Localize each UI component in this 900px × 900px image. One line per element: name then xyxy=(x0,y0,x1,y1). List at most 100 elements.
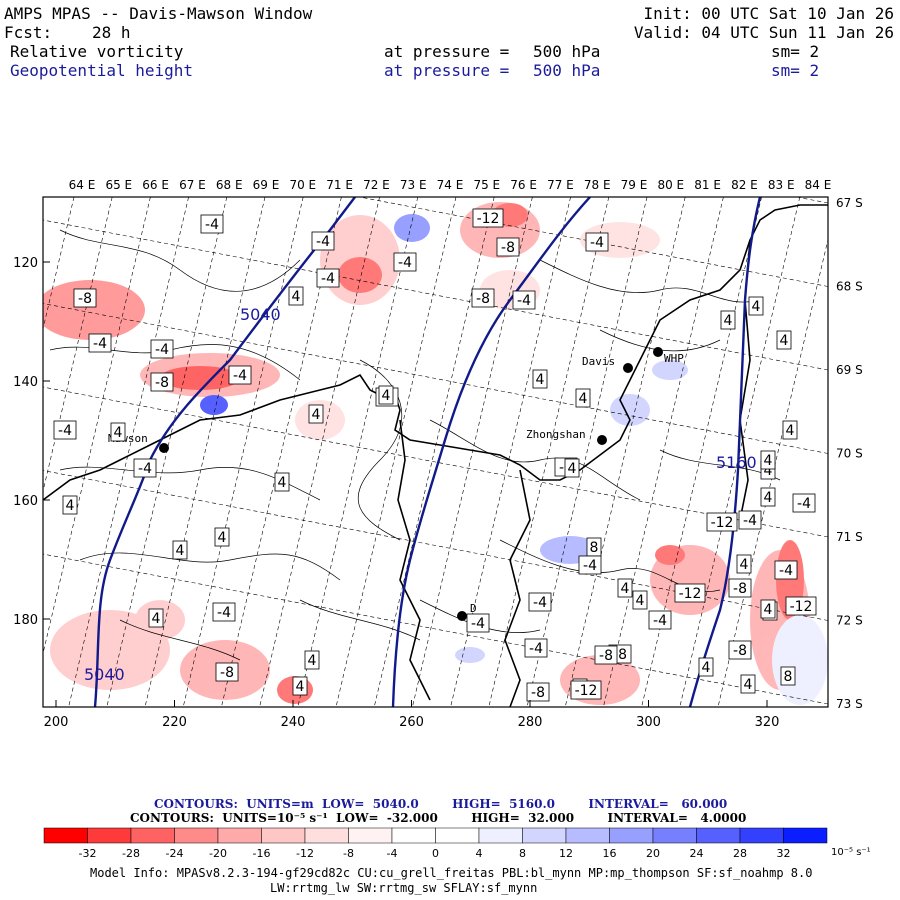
x-tick-label: 300 xyxy=(636,715,661,730)
latitude-labels: 67 S 68 S 69 S 70 S 71 S 72 S 73 S xyxy=(836,196,863,711)
svg-text:-12: -12 xyxy=(679,586,702,602)
colorbar-swatch xyxy=(217,827,262,844)
colorbar-tick: -20 xyxy=(209,847,227,860)
longitude-labels: 64 E 65 E 66 E 67 E 68 E 69 E 70 E 71 E 72 E 73 E… xyxy=(69,178,832,192)
vorticity-label: 4 xyxy=(62,495,78,515)
height-contour-info: CONTOURS: UNITS=m LOW= 5040.0 HIGH= 5160… xyxy=(154,797,728,811)
colorbar-swatch xyxy=(565,827,610,844)
svg-text:-4: -4 xyxy=(471,616,485,632)
vorticity-labels: -4-4-4-12-8-4-8-44-8-4-4-4-84-4-84-44-44… xyxy=(53,208,817,702)
height-label: 5040 xyxy=(84,665,125,684)
svg-text:-4: -4 xyxy=(205,217,219,233)
vorticity-label: 4 xyxy=(148,608,164,628)
svg-text:4: 4 xyxy=(292,289,301,305)
model-info: Model Info: MPASv8.2.3-194-gf29cd82c CU:… xyxy=(90,866,813,880)
svg-text:-4: -4 xyxy=(583,558,597,574)
svg-text:4: 4 xyxy=(764,490,773,506)
svg-text:4: 4 xyxy=(152,611,161,627)
vorticity-label: 4 xyxy=(776,330,792,350)
vorticity-label: 4 xyxy=(748,296,764,316)
valid-time: Valid: 04 UTC Sun 11 Jan 26 xyxy=(633,23,894,42)
svg-text:4: 4 xyxy=(218,530,227,546)
svg-text:8: 8 xyxy=(590,540,599,556)
colorbar-tick: 8 xyxy=(519,847,526,860)
svg-text:-8: -8 xyxy=(78,291,92,307)
colorbar-tick: 28 xyxy=(733,847,747,860)
svg-text:-4: -4 xyxy=(321,271,335,287)
vorticity-label: -4 xyxy=(133,458,157,478)
svg-text:4: 4 xyxy=(636,593,645,609)
colorbar-swatch xyxy=(783,827,828,844)
longitude-label: 71 E xyxy=(326,178,353,192)
height-label: 5040 xyxy=(240,305,281,324)
svg-text:4: 4 xyxy=(579,391,588,407)
colorbar-tick: 12 xyxy=(559,847,573,860)
svg-text:-8: -8 xyxy=(501,240,515,256)
field1-smoothing: sm= 2 xyxy=(771,42,820,61)
colorbar-tick: 0 xyxy=(432,847,439,860)
init-time: Init: 00 UTC Sat 10 Jan 26 xyxy=(643,4,894,23)
vorticity-label: -4 xyxy=(585,232,609,252)
vorticity-label: 8 xyxy=(780,666,796,686)
field2-pressure-label: at pressure = xyxy=(384,61,510,80)
latitude-label: 70 S xyxy=(836,447,863,461)
vorticity-label: -4 xyxy=(88,333,112,353)
vorticity-label: 8 xyxy=(586,537,602,557)
colorbar-swatch xyxy=(261,827,306,844)
vorticity-label: -4 xyxy=(53,420,77,440)
svg-text:-8: -8 xyxy=(531,685,545,701)
vorticity-label: -8 xyxy=(728,578,752,598)
y-tick-label: 160 xyxy=(13,494,38,509)
colorbar-swatch xyxy=(391,827,436,844)
y-axis-ticks: 120 140 160 180 xyxy=(13,256,50,628)
svg-text:4: 4 xyxy=(296,679,305,695)
vorticity-label: -12 xyxy=(570,680,602,700)
vorticity-label: -8 xyxy=(496,237,520,257)
svg-text:-4: -4 xyxy=(533,595,547,611)
vorticity-label: 4 xyxy=(172,540,188,560)
colorbar-tick: -8 xyxy=(343,847,354,860)
svg-text:-12: -12 xyxy=(711,515,734,531)
svg-text:4: 4 xyxy=(176,543,185,559)
vorticity-label: 4 xyxy=(304,650,320,670)
svg-text:-8: -8 xyxy=(733,643,747,659)
colorbar-swatch xyxy=(130,827,175,844)
colorbar-swatch xyxy=(304,827,349,844)
colorbar-swatch xyxy=(652,827,697,844)
vorticity-label: 4 xyxy=(532,369,548,389)
vorticity-label: 4 xyxy=(110,422,126,442)
vorticity-label: 4 xyxy=(308,404,324,424)
colorbar-tick: -4 xyxy=(387,847,398,860)
svg-text:4: 4 xyxy=(382,388,391,404)
vorticity-label: 4 xyxy=(720,310,736,330)
svg-text:4: 4 xyxy=(764,463,773,479)
latitude-label: 72 S xyxy=(836,614,863,628)
y-tick-label: 180 xyxy=(13,613,38,628)
longitude-label: 79 E xyxy=(621,178,648,192)
svg-text:-12: -12 xyxy=(790,599,813,615)
vorticity-label: 4 xyxy=(760,450,776,470)
vorticity-label: 4 xyxy=(274,472,290,492)
colorbar-tick: -16 xyxy=(253,847,271,860)
colorbar-tick: -24 xyxy=(166,847,184,860)
svg-text:-8: -8 xyxy=(155,375,169,391)
colorbar-swatch xyxy=(174,827,219,844)
svg-text:4: 4 xyxy=(568,461,577,477)
vorticity-label: -4 xyxy=(512,290,536,310)
station-davis: Davis xyxy=(582,355,615,368)
colorbar: -32 -28 -24 -20 -16 -12 -8 -4 0 4 8 12 16 20 24 28 32 10⁻… xyxy=(43,827,871,860)
vorticity-label: -4 xyxy=(738,510,762,530)
svg-text:-4: -4 xyxy=(517,293,531,309)
longitude-label: 67 E xyxy=(179,178,206,192)
colorbar-tick: -32 xyxy=(79,847,97,860)
svg-text:-4: -4 xyxy=(316,234,330,250)
vorticity-label: -4 xyxy=(393,252,417,272)
vorticity-label: -12 xyxy=(472,208,504,228)
svg-text:-4: -4 xyxy=(217,605,231,621)
vorticity-label: 4 xyxy=(378,385,394,405)
x-tick-label: 200 xyxy=(44,715,69,730)
svg-text:-4: -4 xyxy=(58,423,72,439)
vorticity-label: 4 xyxy=(632,590,648,610)
svg-text:-4: -4 xyxy=(797,496,811,512)
vorticity-label: -8 xyxy=(594,645,618,665)
